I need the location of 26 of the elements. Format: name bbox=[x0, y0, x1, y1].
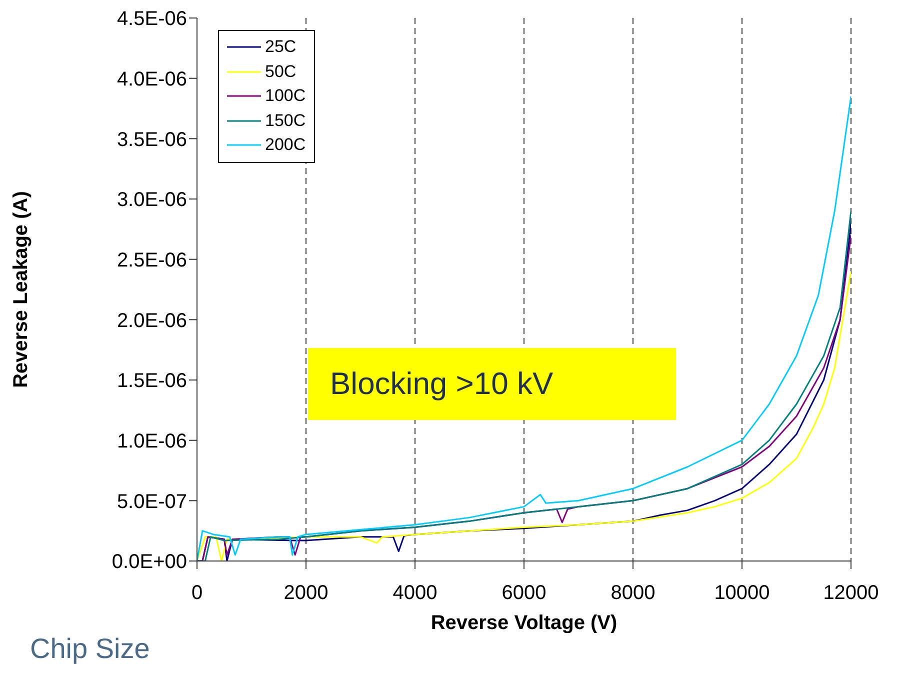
y-axis-title: Reverse Leakage (A) bbox=[10, 191, 32, 388]
legend-label: 200C bbox=[265, 134, 306, 156]
y-tick-label: 0.0E+00 bbox=[112, 551, 187, 574]
y-tick-label: 4.5E-06 bbox=[116, 8, 187, 30]
x-tick-label: 0 bbox=[191, 582, 203, 604]
x-tick-label: 4000 bbox=[392, 582, 438, 604]
y-tick-label: 5.0E-07 bbox=[116, 490, 187, 513]
legend-label: 100C bbox=[265, 85, 306, 107]
x-axis-title: Reverse Voltage (V) bbox=[430, 612, 618, 634]
x-tick-label: 2000 bbox=[284, 582, 328, 604]
y-tick-label: 3.0E-06 bbox=[116, 189, 187, 212]
x-tick-label: 8000 bbox=[610, 582, 656, 604]
y-tick-label: 2.0E-06 bbox=[116, 310, 187, 332]
text: Chip Size bbox=[30, 633, 150, 665]
y-tick-label: 1.5E-06 bbox=[116, 370, 187, 392]
annotation: Blocking >10 kV bbox=[330, 366, 554, 402]
x-tick-label: 12000 bbox=[823, 582, 879, 604]
legend-label: 25C bbox=[265, 36, 296, 58]
y-tick-label: 3.5E-06 bbox=[116, 128, 187, 151]
x-tick-label: 10000 bbox=[714, 582, 770, 604]
y-tick-label: 2.5E-06 bbox=[116, 249, 187, 272]
x-tick-label: 6000 bbox=[502, 582, 546, 604]
y-tick-label: 1.0E-06 bbox=[116, 430, 187, 452]
legend-label: 50C bbox=[265, 60, 296, 82]
y-tick-label: 4.0E-06 bbox=[116, 68, 187, 90]
legend-label: 150C bbox=[265, 110, 306, 132]
